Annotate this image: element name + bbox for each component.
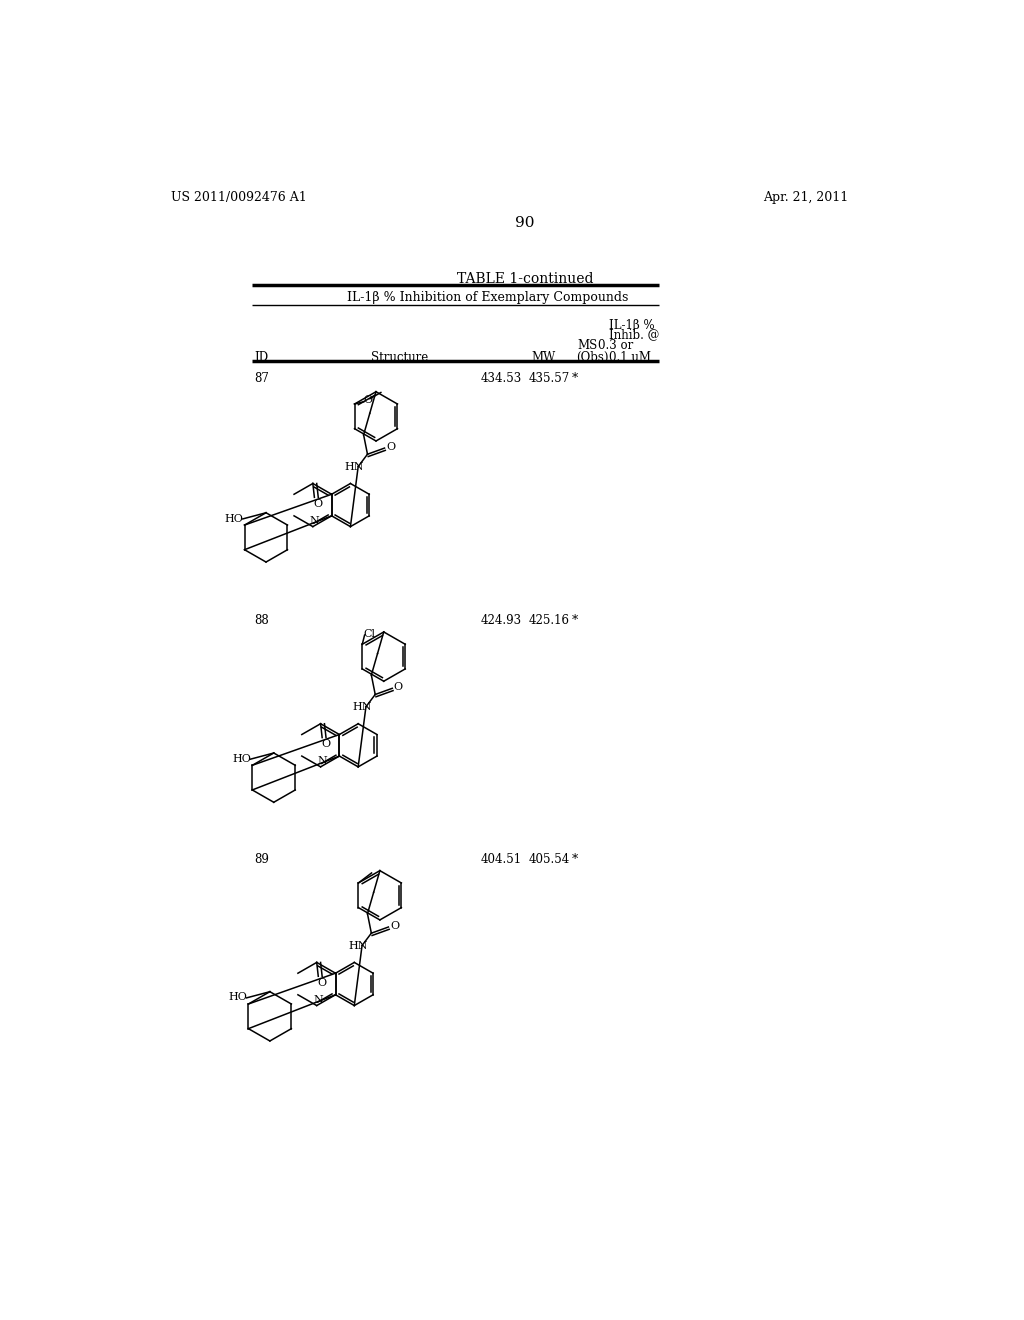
Text: HO: HO	[224, 513, 243, 524]
Text: MW: MW	[531, 351, 555, 364]
Text: Apr. 21, 2011: Apr. 21, 2011	[764, 190, 849, 203]
Text: O: O	[313, 499, 323, 510]
Text: 434.53: 434.53	[480, 372, 522, 385]
Text: 425.16: 425.16	[528, 614, 569, 627]
Text: TABLE 1-continued: TABLE 1-continued	[457, 272, 593, 286]
Text: MS: MS	[578, 339, 598, 351]
Text: 0.1 uM: 0.1 uM	[609, 351, 651, 364]
Text: O: O	[394, 682, 403, 692]
Text: O: O	[322, 739, 331, 750]
Text: 88: 88	[254, 614, 269, 627]
Text: IL-1β %: IL-1β %	[609, 318, 655, 331]
Text: HN: HN	[348, 941, 368, 950]
Text: HN: HN	[344, 462, 364, 473]
Text: Structure: Structure	[371, 351, 428, 364]
Text: IL-1β % Inhibition of Exemplary Compounds: IL-1β % Inhibition of Exemplary Compound…	[346, 290, 628, 304]
Text: HO: HO	[231, 754, 251, 764]
Text: ID: ID	[254, 351, 268, 364]
Text: 87: 87	[254, 372, 269, 385]
Text: *: *	[572, 853, 579, 866]
Text: 404.51: 404.51	[480, 853, 522, 866]
Text: 0.3 or: 0.3 or	[598, 339, 633, 351]
Text: HN: HN	[352, 702, 372, 713]
Text: US 2011/0092476 A1: US 2011/0092476 A1	[171, 190, 306, 203]
Text: HO: HO	[228, 993, 247, 1002]
Text: O: O	[317, 978, 327, 987]
Text: 424.93: 424.93	[480, 614, 522, 627]
Text: N: N	[309, 516, 319, 525]
Text: *: *	[572, 372, 579, 385]
Text: (Obs): (Obs)	[575, 351, 608, 364]
Text: 89: 89	[254, 853, 269, 866]
Text: O: O	[386, 442, 395, 451]
Text: O: O	[390, 921, 399, 931]
Text: 405.54: 405.54	[528, 853, 570, 866]
Text: N: N	[317, 756, 328, 766]
Text: Cl: Cl	[364, 628, 375, 639]
Text: 90: 90	[515, 216, 535, 230]
Text: *: *	[572, 614, 579, 627]
Text: 435.57: 435.57	[528, 372, 570, 385]
Text: N: N	[313, 995, 324, 1005]
Text: O: O	[364, 395, 372, 405]
Text: Inhib. @: Inhib. @	[609, 329, 659, 342]
